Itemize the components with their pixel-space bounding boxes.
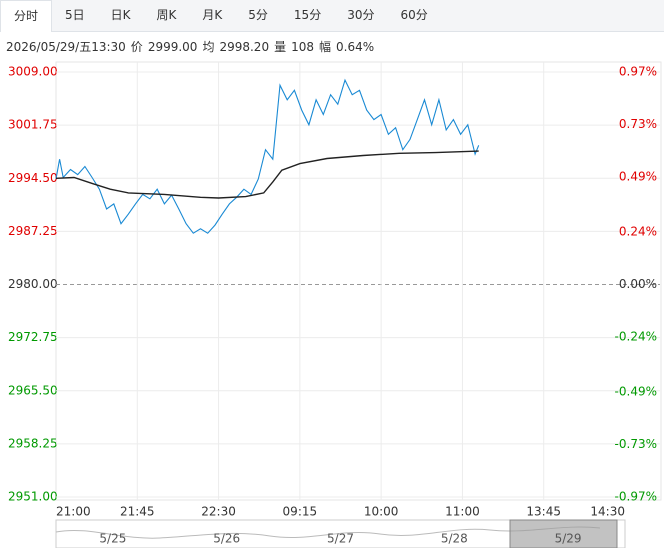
x-tick-label: 13:45 bbox=[526, 505, 561, 519]
y-tick-label: 2980.00 bbox=[8, 277, 58, 291]
info-item: 幅 bbox=[319, 40, 332, 54]
y-tick-label: 3001.75 bbox=[8, 118, 58, 132]
y-tick-label: 2987.25 bbox=[8, 224, 58, 238]
y2-tick-label: 0.97% bbox=[619, 65, 657, 79]
tab-bar: 分时 5日 日K 周K 月K 5分 15分 30分 60分 bbox=[0, 0, 664, 32]
tab[interactable]: 30分 bbox=[347, 8, 375, 22]
tab[interactable]: 60分 bbox=[400, 8, 428, 22]
tab[interactable]: 日K bbox=[110, 8, 131, 22]
y2-tick-label: -0.24% bbox=[615, 330, 657, 344]
tab[interactable]: 5分 bbox=[248, 8, 268, 22]
x-tick-label: 14:30 bbox=[590, 505, 625, 519]
info-item: 0.64% bbox=[336, 40, 375, 54]
navigator-date: 5/27 bbox=[327, 532, 354, 546]
info-item: 量 bbox=[274, 40, 287, 54]
y-tick-label: 2958.25 bbox=[8, 436, 58, 450]
y2-tick-label: 0.73% bbox=[619, 117, 657, 131]
info-item: 均 bbox=[202, 40, 215, 54]
info-item: 2998.20 bbox=[219, 40, 270, 54]
tab[interactable]: 分时 bbox=[0, 0, 53, 32]
x-tick-label: 21:45 bbox=[120, 505, 155, 519]
navigator-date: 5/29 bbox=[555, 532, 582, 546]
plot-border bbox=[55, 61, 662, 501]
y2-tick-label: 0.24% bbox=[619, 224, 657, 238]
tab[interactable]: 15分 bbox=[293, 8, 322, 22]
series-line bbox=[55, 150, 479, 199]
x-tick-label: 22:30 bbox=[201, 505, 236, 519]
y2-tick-label: -0.49% bbox=[615, 384, 657, 398]
navigator-selection bbox=[509, 519, 618, 548]
info-item: 2026/05/29/五13:30 bbox=[6, 40, 126, 54]
navigator-date: 5/28 bbox=[441, 532, 468, 546]
info-item: 2999.00 bbox=[147, 40, 198, 54]
y-tick-label: 2972.75 bbox=[8, 330, 58, 344]
tab[interactable]: 周K bbox=[156, 8, 177, 22]
y2-tick-label: -0.73% bbox=[615, 437, 657, 451]
y-tick-label: 2951.00 bbox=[8, 490, 58, 504]
y-tick-label: 2994.50 bbox=[8, 171, 58, 185]
navigator-line bbox=[55, 526, 601, 539]
navigator-date: 5/25 bbox=[99, 532, 126, 546]
tab[interactable]: 月K bbox=[202, 8, 223, 22]
tab[interactable]: 5日 bbox=[65, 8, 85, 22]
y2-tick-label: -0.97% bbox=[615, 490, 657, 504]
y-tick-label: 3009.00 bbox=[8, 65, 58, 79]
y2-tick-label: 0.49% bbox=[619, 170, 657, 184]
x-tick-label: 21:00 bbox=[56, 505, 91, 519]
x-tick-label: 11:00 bbox=[445, 505, 480, 519]
y2-tick-label: 0.00% bbox=[619, 277, 657, 291]
x-tick-label: 10:00 bbox=[364, 505, 399, 519]
series-line bbox=[55, 78, 480, 234]
info-item: 108 bbox=[291, 40, 314, 54]
x-tick-label: 09:15 bbox=[283, 505, 318, 519]
info-line: 2026/05/29/五13:30 价 2999.00 均 2998.20 量 108 幅 0.… bbox=[6, 38, 379, 55]
navigator-date: 5/26 bbox=[213, 532, 240, 546]
y-tick-label: 2965.50 bbox=[8, 383, 58, 397]
info-item: 价 bbox=[130, 40, 143, 54]
